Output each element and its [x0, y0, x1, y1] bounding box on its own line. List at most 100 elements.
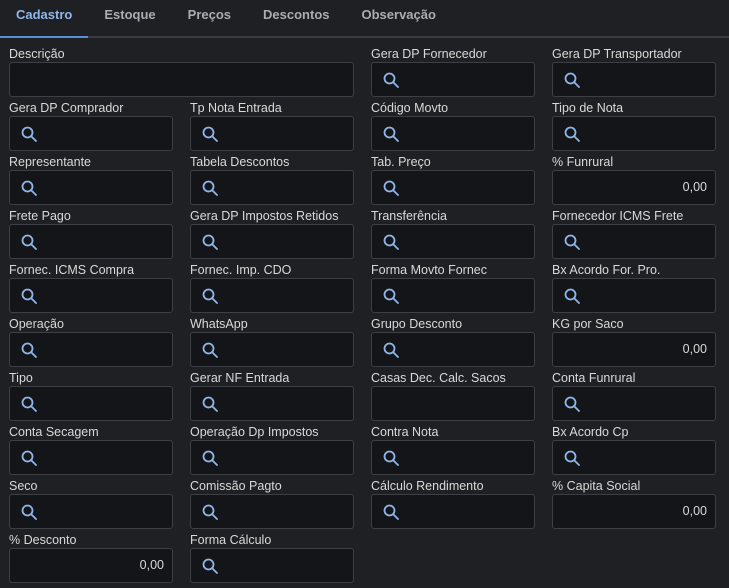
search-icon[interactable]: [383, 180, 399, 196]
form-field: Gera DP Impostos Retidos: [190, 208, 354, 262]
field-value: 0,00: [139, 558, 164, 572]
input-box[interactable]: [371, 62, 535, 97]
field-label: Bx Acordo Cp: [552, 425, 629, 439]
input-box[interactable]: [552, 278, 716, 313]
input-box[interactable]: [190, 116, 354, 151]
search-icon[interactable]: [202, 126, 218, 142]
input-box[interactable]: [9, 116, 173, 151]
input-box[interactable]: 0,00: [9, 548, 173, 583]
form-field: Comissão Pagto: [190, 478, 354, 532]
search-icon[interactable]: [202, 450, 218, 466]
search-icon[interactable]: [21, 504, 37, 520]
input-box[interactable]: 0,00: [552, 170, 716, 205]
search-icon[interactable]: [202, 558, 218, 574]
search-icon[interactable]: [383, 126, 399, 142]
tab[interactable]: Observação: [361, 7, 436, 22]
input-box[interactable]: 0,00: [552, 332, 716, 367]
search-icon[interactable]: [21, 234, 37, 250]
input-box[interactable]: [9, 62, 354, 97]
input-box[interactable]: [371, 170, 535, 205]
field-label: Bx Acordo For. Pro.: [552, 263, 661, 277]
input-box[interactable]: [9, 494, 173, 529]
input-box[interactable]: [190, 170, 354, 205]
form-field: Gera DP Transportador: [552, 46, 716, 100]
form-field: Fornec. Imp. CDO: [190, 262, 354, 316]
input-box[interactable]: [552, 116, 716, 151]
search-icon[interactable]: [202, 396, 218, 412]
search-icon[interactable]: [21, 450, 37, 466]
input-box[interactable]: [371, 332, 535, 367]
tab[interactable]: Estoque: [104, 7, 156, 22]
field-label: Conta Funrural: [552, 371, 636, 385]
field-label: Código Movto: [371, 101, 449, 115]
search-icon[interactable]: [383, 504, 399, 520]
input-box[interactable]: [9, 224, 173, 259]
search-icon[interactable]: [564, 234, 580, 250]
input-box[interactable]: [9, 440, 173, 475]
form-field: Bx Acordo Cp: [552, 424, 716, 478]
input-box[interactable]: [371, 494, 535, 529]
field-label: Tipo: [9, 371, 33, 385]
search-icon[interactable]: [21, 288, 37, 304]
search-icon[interactable]: [564, 450, 580, 466]
tab[interactable]: Preços: [187, 7, 232, 22]
input-box[interactable]: [371, 224, 535, 259]
form-field: Transferência: [371, 208, 535, 262]
input-box[interactable]: [371, 116, 535, 151]
search-icon[interactable]: [564, 72, 580, 88]
form-field: Conta Funrural: [552, 370, 716, 424]
input-box[interactable]: [552, 386, 716, 421]
input-box[interactable]: [190, 494, 354, 529]
search-icon[interactable]: [564, 126, 580, 142]
input-box[interactable]: [190, 278, 354, 313]
form-field: Gera DP Fornecedor: [371, 46, 535, 100]
field-label: KG por Saco: [552, 317, 624, 331]
field-label: Tipo de Nota: [552, 101, 624, 115]
search-icon[interactable]: [21, 396, 37, 412]
search-icon[interactable]: [202, 180, 218, 196]
input-box[interactable]: [190, 440, 354, 475]
form-field: Grupo Desconto: [371, 316, 535, 370]
tab[interactable]: Cadastro: [0, 0, 89, 38]
search-icon[interactable]: [202, 504, 218, 520]
field-value: 0,00: [682, 180, 707, 194]
input-box[interactable]: [9, 332, 173, 367]
form-field: Descrição: [9, 46, 354, 100]
input-box[interactable]: [9, 278, 173, 313]
search-icon[interactable]: [383, 342, 399, 358]
search-icon[interactable]: [383, 72, 399, 88]
form-field: Operação: [9, 316, 173, 370]
input-box[interactable]: [371, 386, 535, 421]
input-box[interactable]: [190, 332, 354, 367]
input-box[interactable]: [9, 386, 173, 421]
field-label: Tab. Preço: [371, 155, 431, 169]
search-icon[interactable]: [383, 288, 399, 304]
form-field: Tp Nota Entrada: [190, 100, 354, 154]
search-icon[interactable]: [21, 180, 37, 196]
tab[interactable]: Descontos: [263, 7, 330, 22]
form-field: Operação Dp Impostos: [190, 424, 354, 478]
search-icon[interactable]: [564, 288, 580, 304]
search-icon[interactable]: [564, 396, 580, 412]
field-label: % Funrural: [552, 155, 614, 169]
search-icon[interactable]: [202, 234, 218, 250]
search-icon[interactable]: [202, 288, 218, 304]
input-box[interactable]: [190, 224, 354, 259]
input-box[interactable]: [552, 440, 716, 475]
form-field: Gera DP Comprador: [9, 100, 173, 154]
input-box[interactable]: 0,00: [552, 494, 716, 529]
input-box[interactable]: [371, 278, 535, 313]
input-box[interactable]: [9, 170, 173, 205]
search-icon[interactable]: [21, 342, 37, 358]
input-box[interactable]: [371, 440, 535, 475]
input-box[interactable]: [552, 224, 716, 259]
search-icon[interactable]: [202, 342, 218, 358]
form-field: Tipo de Nota: [552, 100, 716, 154]
input-box[interactable]: [552, 62, 716, 97]
search-icon[interactable]: [383, 450, 399, 466]
search-icon[interactable]: [21, 126, 37, 142]
input-box[interactable]: [190, 548, 354, 583]
input-box[interactable]: [190, 386, 354, 421]
search-icon[interactable]: [383, 234, 399, 250]
